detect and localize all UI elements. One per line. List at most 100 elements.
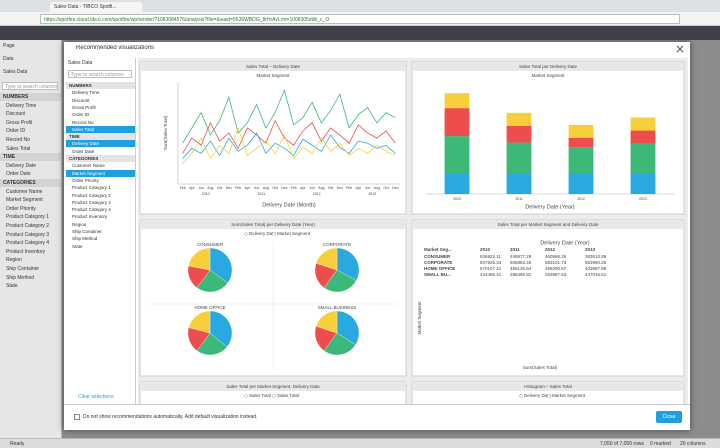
panel-title-bar [140,382,406,391]
group-header: NUMBERS [0,93,61,101]
column-item: Product Inventory [6,248,46,255]
x-tick-label: Feb [291,186,297,190]
group-header: CATEGORIES [0,179,61,187]
table-cell: 468290.57 [545,266,567,271]
legend-item: Sales Total [249,393,271,398]
status-columns: 20 columns [680,441,706,447]
x-tick-label: 2013 [639,197,647,201]
row-label: CORPORATE [424,260,452,265]
column-item: State [6,283,18,290]
column-item[interactable]: Order Date [72,148,95,154]
column-item[interactable]: Product Category 1 [72,185,111,191]
column-item: Product Category 1 [6,214,50,221]
x-tick-label: Apr [300,186,306,190]
column-item[interactable]: Gross Profit [72,104,96,110]
column-item[interactable]: Record No [72,119,94,125]
checkbox[interactable] [74,414,80,420]
panel-title-bar [412,382,684,391]
x-tick-label: Feb [346,186,352,190]
charts: Sales Total – Delivery Date Market Segmen… [139,61,685,404]
x-tick-label: Oct [272,186,277,190]
table-cell: 403987.88 [585,266,607,271]
column-item[interactable]: Customer Name [72,163,105,169]
panel [411,219,685,377]
column-item-selected[interactable]: Market Segment [66,169,135,177]
close-button[interactable]: Close [656,411,682,423]
x-tick-label: Aug [318,186,324,190]
column-item[interactable]: Product Inventory [72,214,108,220]
column-item[interactable]: Product Category 3 [72,199,111,205]
panel-title-bar [412,62,684,71]
pie-label: CONSUMER [197,242,224,247]
legend-radio [244,232,248,236]
legend-item: Sales Total [277,393,299,398]
search-box: Type to search columns [68,70,132,78]
column-item: Delivery Time [6,102,37,109]
column-item: Product Category 2 [6,223,50,229]
column-item[interactable]: Ship Method [72,236,98,242]
column-item-selected[interactable]: Delivery Date [66,140,135,148]
browser-tab[interactable]: Sales Data - TIBCO Spotfi... [50,2,142,12]
bar-segment [506,173,532,194]
close-icon[interactable] [676,45,684,53]
legend-title: Market Segment [531,73,565,78]
row-label: CONSUMER [424,254,451,259]
dialog-title: Recommended visualizations [76,45,155,51]
column-list: Sales Data Type to search columns NUMBERS D… [66,58,136,404]
column-item[interactable]: Discount [72,97,90,103]
column-item: Order Date [6,171,31,178]
group-header: CATEGORIES [66,155,135,162]
pie-slice [209,310,233,348]
row-header: Market Seg... [424,247,452,252]
legend-radio [244,394,248,398]
table-cell: 253987.63 [545,272,567,277]
column-item[interactable]: Ship Container [72,229,102,234]
sidebar: Page Data Sales Data Type to search columns… [0,40,62,438]
table-cell: 583101.73 [545,260,567,265]
table-cell: 570107.21 [480,266,502,271]
column-item[interactable]: Delivery Time [72,90,100,96]
bar-segment [444,136,470,174]
pie-slice [336,247,360,281]
bar-segment [630,130,656,144]
source-label: Sales Data [68,60,93,66]
legend-radio [519,394,523,398]
x-tick-label: Jun [309,186,315,190]
x-tick-label: Oct [383,186,388,190]
pie-slice [196,332,228,356]
bar-segment [506,112,532,126]
legend-item: Delivery Date [524,393,552,398]
bar-segment [630,173,656,194]
group-header: TIME [66,133,135,141]
panel-title-bar [140,62,406,71]
column-item: Order Priority [6,205,36,212]
column-item[interactable]: Region [72,221,87,227]
column-item[interactable]: Product Category 4 [72,207,111,213]
chart-title: Sales Total per Market Segment and Deliv… [498,222,599,227]
x-tick-label: Dec [226,186,232,190]
x-tick-label: Dec [337,186,343,190]
address-bar[interactable]: https://spotfire.cloud.tibco.com/spotfir… [40,14,680,24]
x-tick-label: 2012 [577,197,585,201]
column-item: Product Category 3 [6,231,50,238]
status-ready: Ready [10,441,25,447]
group-header: NUMBERS [66,82,135,89]
column-item[interactable]: Product Category 2 [72,192,111,198]
table-cell: 455135.64 [510,266,532,271]
clear-selections[interactable]: Clear selections [78,394,114,400]
column-item[interactable]: Order Priority [72,177,99,183]
x-tick-label: Aug [263,186,269,190]
x-tick-label: 2010 [453,197,461,201]
pie-slice [315,247,338,271]
table-cell: 836822.11 [480,254,501,259]
table-cell: 447015.61 [585,272,607,277]
column-item[interactable]: State [72,243,83,249]
y-axis-label: Market Segment [417,301,422,335]
line-series [182,88,396,144]
bar-segment [444,173,470,194]
legend-radio [272,232,276,236]
column-item: Region [6,257,22,264]
year-label: 2012 [313,192,321,196]
column-item[interactable]: Order ID [72,112,90,118]
column-item-selected[interactable]: Sales Total [66,125,135,133]
